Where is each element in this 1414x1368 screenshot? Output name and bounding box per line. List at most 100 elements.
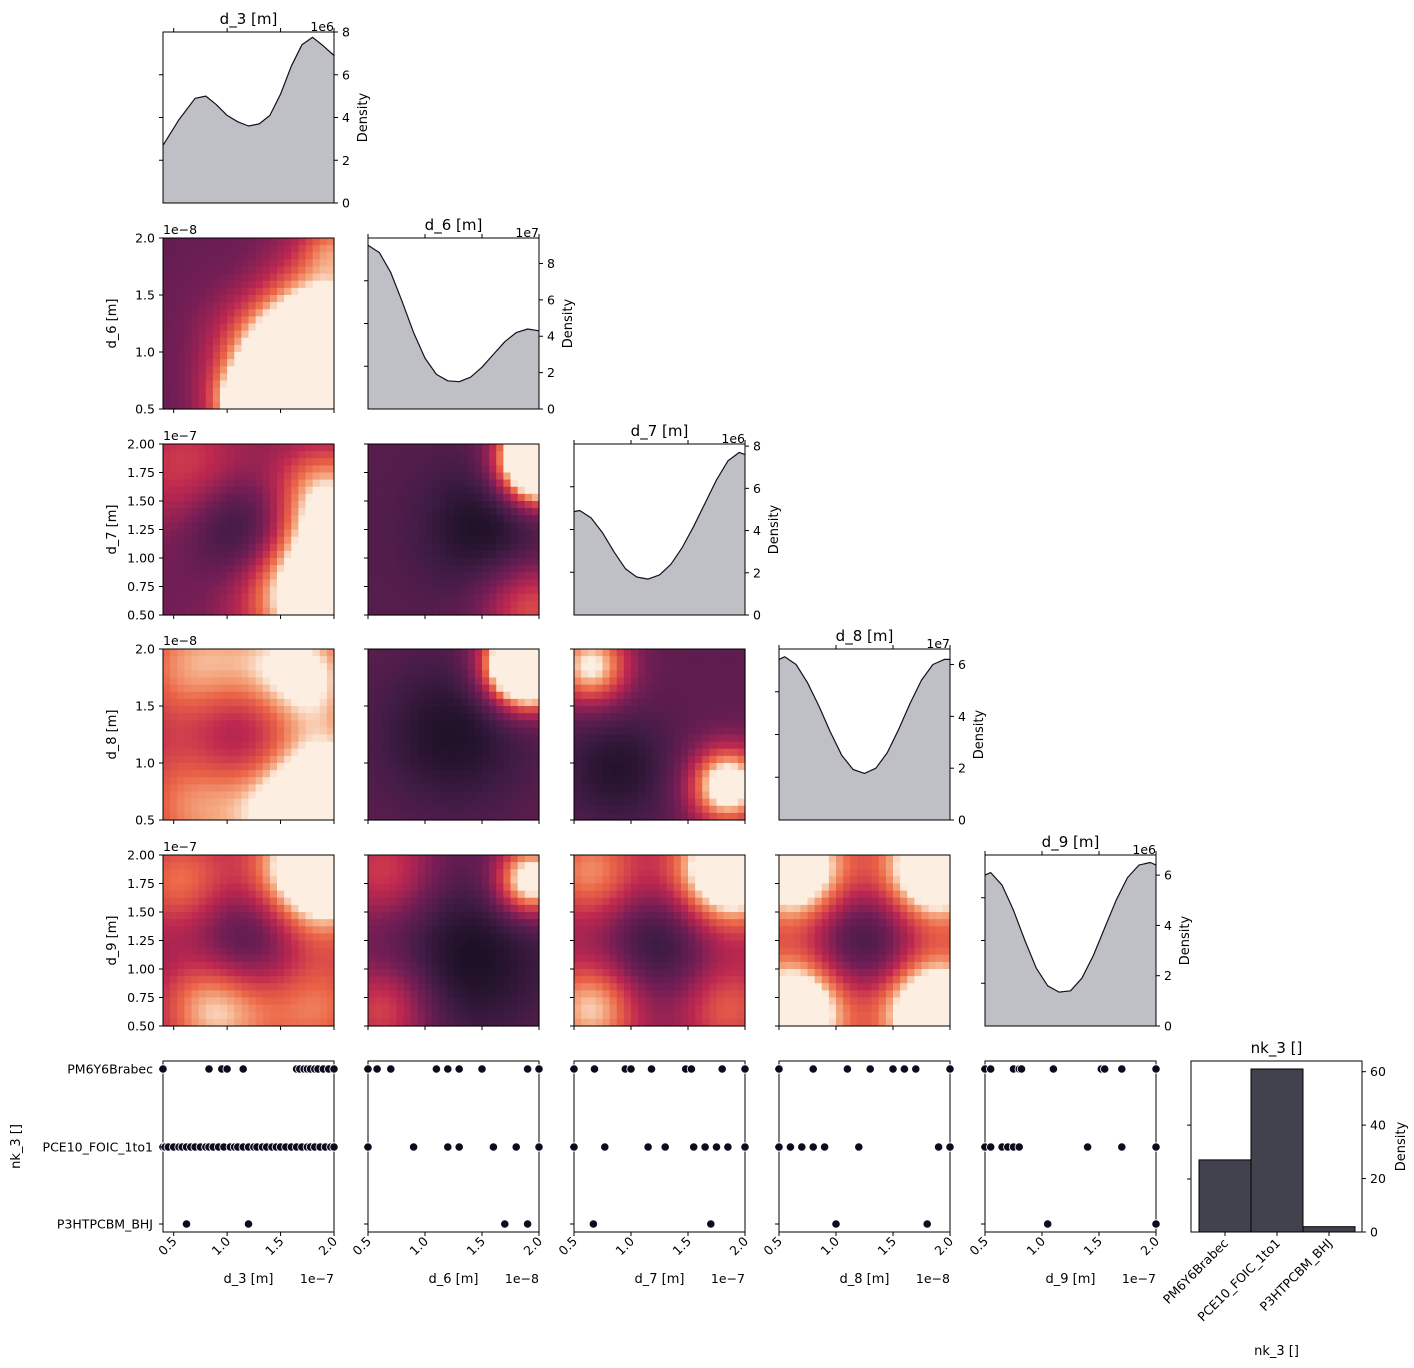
scatter-point xyxy=(600,1142,610,1152)
scatter-point xyxy=(945,1142,955,1152)
x-tick-label: 2.0 xyxy=(315,1233,340,1258)
category-tick-label: PM6Y6Brabec xyxy=(67,1062,153,1077)
density-tick-label: 4 xyxy=(1164,918,1172,933)
scatter-point xyxy=(454,1142,464,1152)
heatmap-d-9-m-vs-d-8-m xyxy=(779,855,951,1027)
kde-title-d-7-m: d_7 [m] xyxy=(631,422,689,441)
density-tick-label: 6 xyxy=(1164,868,1172,883)
hist-bar-pce10-foic-1to1 xyxy=(1250,1068,1304,1233)
scatter-point xyxy=(1016,1064,1027,1074)
y-offset-label: 1e−7 xyxy=(163,839,197,854)
y-offset-label: 1e−7 xyxy=(163,428,197,443)
scatter-point xyxy=(711,1142,722,1152)
x-tick-label: 1.0 xyxy=(817,1233,842,1258)
category-tick-label: PCE10_FOIC_1to1 xyxy=(43,1140,153,1155)
density-tick-label: 0 xyxy=(342,196,350,211)
density-tick-label: 8 xyxy=(342,25,350,40)
density-tick-label: 4 xyxy=(547,329,555,344)
x-tick-label: 1.0 xyxy=(209,1233,234,1258)
y-tick-label: 2.00 xyxy=(127,848,155,863)
hist-title: nk_3 [] xyxy=(1251,1039,1303,1058)
x-tick-label: 1.5 xyxy=(669,1234,694,1259)
x-tick-label: 1.0 xyxy=(1023,1233,1048,1258)
density-tick-label: 0 xyxy=(1164,1019,1172,1034)
kde-line-d-7-m xyxy=(573,451,746,580)
density-tick-label: 6 xyxy=(547,292,555,307)
scatter-point xyxy=(1151,1142,1161,1152)
scatter-point xyxy=(899,1064,910,1074)
heatmap-frame xyxy=(573,648,746,821)
density-tick-label: 4 xyxy=(342,110,350,125)
scatter-point xyxy=(808,1064,818,1074)
kde-fill-d-6-m xyxy=(368,245,539,409)
heatmap-frame xyxy=(367,648,540,821)
x-tick-label: 1.0 xyxy=(612,1233,637,1258)
density-tick-label: 0 xyxy=(547,402,555,417)
scatter-point xyxy=(522,1219,533,1229)
density-axis-label: Density xyxy=(1178,915,1193,965)
scatter-point xyxy=(1043,1219,1053,1229)
heatmap-layer xyxy=(163,238,951,1027)
scatter-point xyxy=(443,1064,453,1074)
hist-frame xyxy=(1190,1060,1363,1233)
scatter-point xyxy=(646,1064,657,1074)
kde-title-d-9-m: d_9 [m] xyxy=(1042,833,1100,852)
scatter-point xyxy=(589,1064,600,1074)
scatter-point xyxy=(723,1142,733,1152)
scatter-point xyxy=(740,1064,750,1074)
x-tick-label: 1.5 xyxy=(262,1234,287,1259)
x-tick-label: 2.0 xyxy=(520,1233,545,1258)
x-tick-label: 0.5 xyxy=(760,1234,785,1259)
x-tick-label: 1.0 xyxy=(406,1233,431,1258)
y-axis-label-nk-3: nk_3 [] xyxy=(9,1124,24,1169)
y-tick-label: 1.0 xyxy=(135,345,155,360)
density-tick-label: 4 xyxy=(753,523,761,538)
scatter-point xyxy=(808,1142,818,1152)
hist-bar-pm6y6brabec xyxy=(1198,1159,1252,1233)
y-tick-label: 1.5 xyxy=(135,699,155,714)
kde-fill-d-9-m xyxy=(985,862,1156,1026)
scatter-point xyxy=(842,1064,853,1074)
scatter-point xyxy=(865,1064,875,1074)
scatter-point xyxy=(986,1064,996,1074)
scatter-point xyxy=(797,1142,807,1152)
scatter-point xyxy=(686,1064,697,1074)
density-offset-label: 1e7 xyxy=(926,636,950,651)
scatter-point xyxy=(329,1064,339,1074)
kde-fill-d-3-m xyxy=(163,37,334,203)
scatter-point xyxy=(700,1142,710,1152)
scatter-point xyxy=(222,1064,232,1074)
scatter-point xyxy=(1117,1142,1127,1152)
heatmap-frame xyxy=(162,237,335,410)
scatter-point xyxy=(785,1142,796,1152)
scatter-point xyxy=(243,1219,254,1229)
y-tick-label: 0.75 xyxy=(127,990,155,1005)
scatter-point xyxy=(386,1064,396,1074)
heatmap-d-9-m-vs-d-7-m xyxy=(574,855,746,1027)
scatter-points-d-7-m xyxy=(569,1064,750,1229)
density-offset-label: 1e7 xyxy=(515,225,539,240)
density-axis-label: Density xyxy=(972,709,987,759)
scatter-point xyxy=(372,1064,382,1074)
x-offset-label: 1e−8 xyxy=(505,1271,539,1286)
hist-y-tick-label: 20 xyxy=(1370,1171,1386,1186)
x-axis-label-d-8-m: d_8 [m] xyxy=(840,1272,890,1287)
scatter-point xyxy=(454,1064,464,1074)
kde-title-d-3-m: d_3 [m] xyxy=(220,10,278,29)
y-tick-label: 1.5 xyxy=(135,288,155,303)
hist-y-tick-label: 40 xyxy=(1370,1118,1386,1133)
scatter-point xyxy=(717,1064,727,1074)
scatter-point xyxy=(534,1064,544,1074)
scatter-points-d-6-m xyxy=(363,1064,544,1229)
density-tick-label: 2 xyxy=(958,761,966,776)
x-offset-label: 1e−8 xyxy=(916,1271,950,1286)
scatter-point xyxy=(443,1142,453,1152)
x-tick-label: 1.5 xyxy=(1080,1234,1105,1259)
density-axis-label: Density xyxy=(356,92,371,142)
x-axis-label-d-7-m: d_7 [m] xyxy=(635,1272,685,1287)
density-offset-label: 1e6 xyxy=(310,19,334,34)
y-tick-label: 0.50 xyxy=(127,608,155,623)
y-axis-label-d-8-m: d_8 [m] xyxy=(105,710,120,760)
scatter-point xyxy=(1151,1064,1161,1074)
scatter-point xyxy=(689,1142,699,1152)
